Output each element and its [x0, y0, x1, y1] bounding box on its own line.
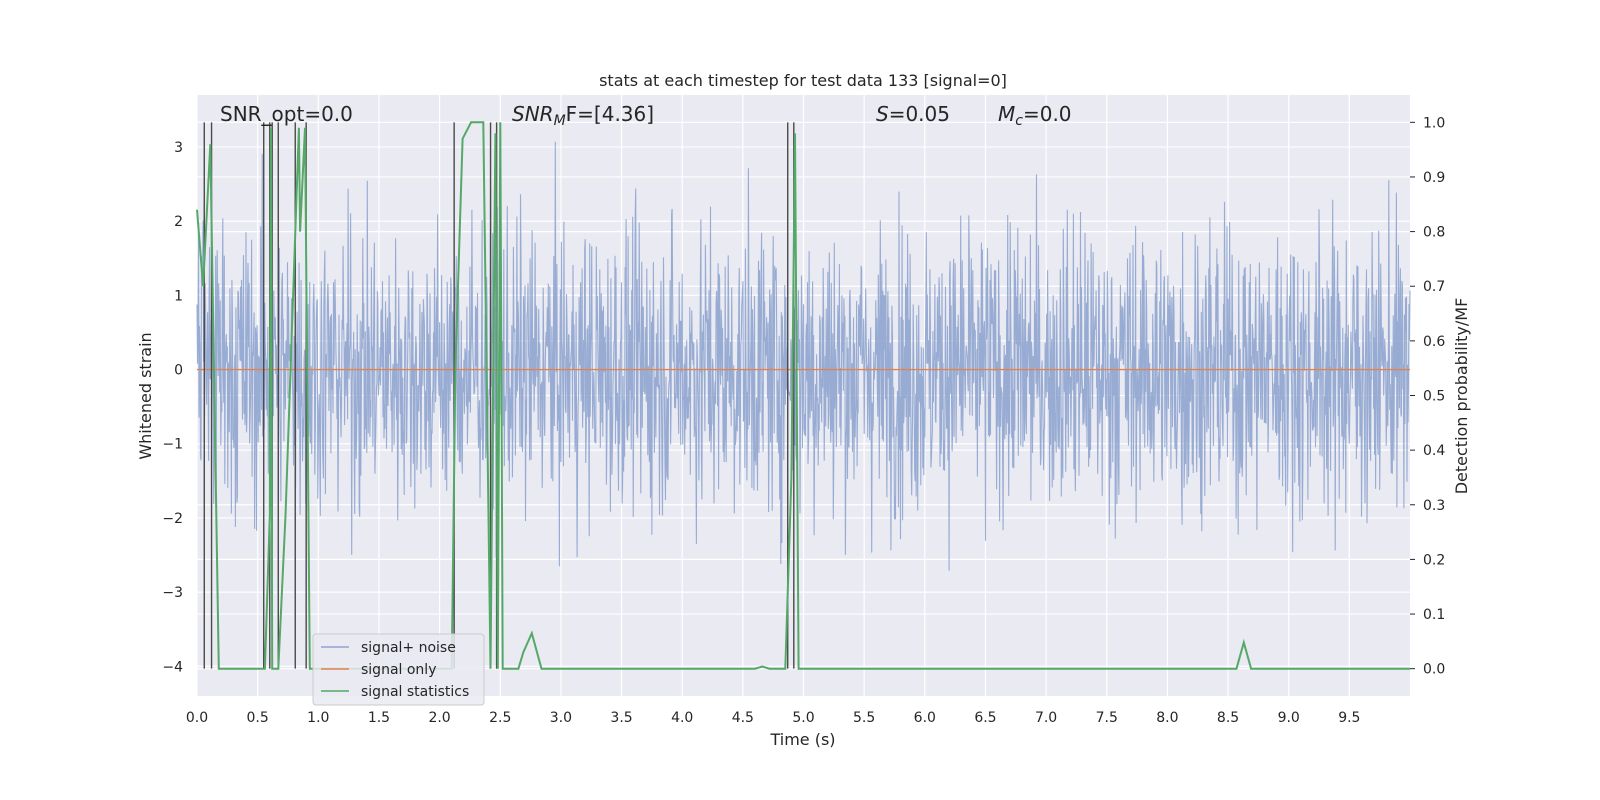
mc-prefix: M: [998, 102, 1015, 126]
x-tick-label: 0.0: [186, 710, 208, 726]
legend-box: [312, 633, 485, 706]
x-tick-label: 5.0: [792, 710, 814, 726]
x-tick-label: 9.0: [1278, 710, 1300, 726]
y-left-tick-label: 3: [174, 140, 183, 156]
y-right-tick-label: 0.7: [1423, 279, 1445, 295]
y-right-tick-label: 0.6: [1423, 334, 1445, 350]
signal-statistics-line: [196, 121, 1410, 670]
y-right-tick-label: 0.5: [1423, 389, 1445, 405]
series-signal-plus-noise: [196, 141, 1411, 571]
x-tick-label: 7.0: [1035, 710, 1057, 726]
x-axis-label: Time (s): [769, 730, 835, 749]
y-right-tick-label: 0.8: [1423, 225, 1445, 241]
x-tick-label: 1.0: [307, 710, 329, 726]
x-tick-label: 6.5: [974, 710, 996, 726]
legend-label-stats: signal statistics: [361, 684, 469, 700]
y-left-axis-label: Whitened strain: [136, 332, 155, 459]
y-right-tick-labels: 1.0 0.9 0.8 0.7 0.6 0.5 0.4 0.3 0.2 0.1 0.0: [1410, 115, 1445, 678]
y-left-tick-label: −2: [162, 511, 183, 527]
x-tick-label: 1.5: [368, 710, 390, 726]
series-signal-statistics: [196, 121, 1410, 670]
y-right-tick-label: 0.2: [1423, 552, 1445, 568]
legend-label-signal: signal only: [361, 662, 436, 678]
y-left-tick-labels: 3 2 1 0 −1 −2 −3 −4: [162, 140, 183, 675]
s-prefix: S: [876, 102, 889, 126]
snr-mf-prefix: SNR: [512, 102, 554, 126]
y-left-tick-label: 0: [174, 363, 183, 379]
x-tick-label: 4.0: [671, 710, 693, 726]
s-suffix: =0.05: [889, 102, 950, 126]
x-tick-labels: 0.0 0.5 1.0 1.5 2.0 2.5 3.0 3.5 4.0 4.5 5.0 5.5 6.0 6…: [186, 710, 1361, 726]
x-tick-label: 5.5: [853, 710, 875, 726]
y-right-tick-label: 1.0: [1423, 115, 1445, 131]
legend: signal+ noise signal only signal statist…: [312, 633, 485, 706]
signal-plus-noise-line: [196, 141, 1411, 571]
annotation-mc: Mc=0.0: [998, 102, 1072, 129]
mc-subscript: c: [1015, 113, 1023, 129]
y-left-tick-label: −3: [162, 585, 183, 601]
y-right-tick-label: 0.1: [1423, 607, 1445, 623]
y-right-axis-label: Detection probability/MF: [1452, 298, 1471, 495]
x-tick-label: 8.0: [1156, 710, 1178, 726]
y-left-tick-label: 2: [174, 214, 183, 230]
x-tick-label: 3.0: [550, 710, 572, 726]
y-right-tick-label: 0.0: [1423, 662, 1445, 678]
snr-mf-suffix: F=[4.36]: [566, 102, 654, 126]
y-right-tick-label: 0.9: [1423, 170, 1445, 186]
x-tick-label: 6.0: [914, 710, 936, 726]
x-tick-label: 2.5: [489, 710, 511, 726]
x-tick-label: 0.5: [247, 710, 269, 726]
y-right-tick-label: 0.3: [1423, 498, 1445, 514]
x-tick-label: 9.5: [1338, 710, 1360, 726]
x-tick-label: 2.0: [428, 710, 450, 726]
y-right-tick-label: 0.4: [1423, 443, 1445, 459]
y-left-tick-label: 1: [174, 288, 183, 304]
x-tick-label: 8.5: [1217, 710, 1239, 726]
y-left-tick-label: −1: [162, 437, 183, 453]
legend-label-noise: signal+ noise: [361, 640, 456, 656]
y-left-tick-label: −4: [162, 659, 183, 675]
annotation-snr-mf: SNRMF=[4.36]: [512, 102, 654, 129]
x-tick-label: 7.5: [1096, 710, 1118, 726]
x-tick-label: 4.5: [732, 710, 754, 726]
annotation-s: S=0.05: [876, 102, 950, 126]
snr-mf-subscript: M: [554, 113, 566, 129]
chart-title: stats at each timestep for test data 133…: [599, 71, 1007, 90]
annotation-snr-opt: SNR_opt=0.0: [220, 102, 353, 126]
mc-suffix: =0.0: [1023, 102, 1072, 126]
x-tick-label: 3.5: [610, 710, 632, 726]
